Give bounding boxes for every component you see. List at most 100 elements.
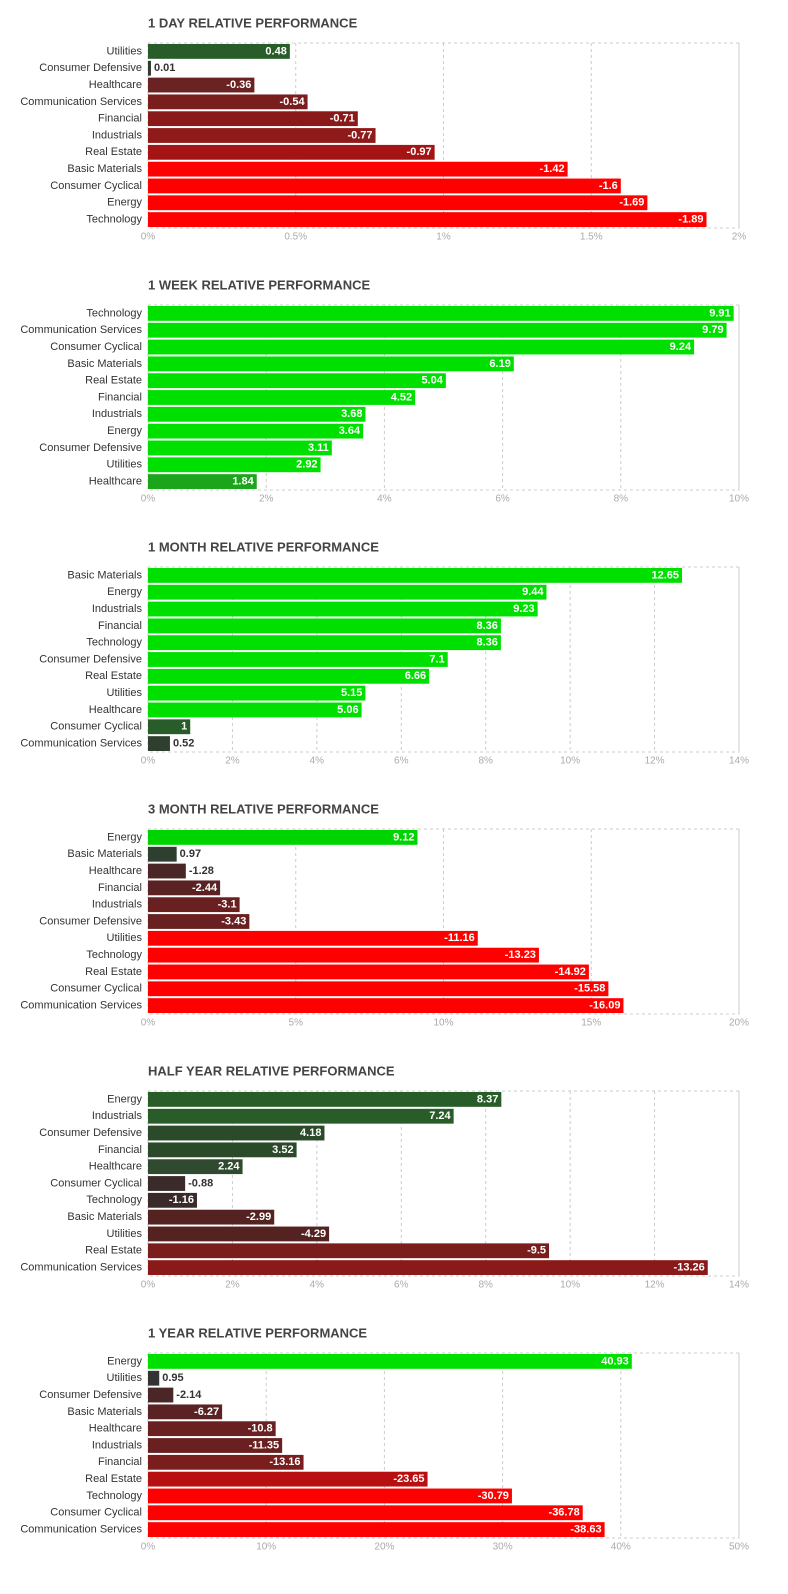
- value-label: -14.92: [555, 966, 586, 978]
- category-label: Basic Materials: [67, 1406, 142, 1418]
- value-label: -30.79: [478, 1490, 509, 1502]
- value-label: -10.8: [248, 1423, 273, 1435]
- x-tick-label: 40%: [611, 1542, 631, 1553]
- bar: [148, 964, 589, 980]
- value-label: 6.19: [489, 358, 510, 370]
- x-tick-label: 0.5%: [284, 232, 307, 243]
- x-tick-label: 0%: [141, 1542, 156, 1553]
- chart-title: 3 MONTH RELATIVE PERFORMANCE: [148, 801, 379, 816]
- value-label: -1.69: [619, 197, 644, 209]
- category-label: Technology: [86, 307, 142, 319]
- value-label: 0.01: [154, 62, 175, 74]
- bar: [148, 1243, 550, 1259]
- bar: [148, 474, 257, 489]
- bar: [148, 846, 177, 862]
- value-label: -36.78: [549, 1507, 580, 1519]
- x-tick-label: 1.5%: [580, 232, 603, 243]
- category-label: Energy: [107, 1355, 142, 1367]
- bar: [148, 1108, 454, 1124]
- category-label: Communication Services: [20, 96, 142, 108]
- value-label: -1.6: [599, 180, 618, 192]
- x-tick-label: 0%: [141, 232, 156, 243]
- category-label: Basic Materials: [67, 1211, 142, 1223]
- bar: [148, 373, 446, 389]
- category-label: Technology: [86, 1194, 142, 1206]
- x-tick-label: 10%: [256, 1542, 276, 1553]
- bar: [148, 930, 478, 946]
- value-label: 3.68: [341, 408, 362, 420]
- bar: [148, 406, 366, 422]
- bar: [148, 1159, 243, 1175]
- x-tick-label: 4%: [310, 1280, 325, 1291]
- category-label: Consumer Defensive: [39, 1389, 142, 1401]
- bar: [148, 702, 362, 718]
- value-label: -6.27: [194, 1406, 219, 1418]
- value-label: -1.89: [678, 213, 703, 225]
- category-label: Basic Materials: [67, 163, 142, 175]
- category-label: Technology: [86, 949, 142, 961]
- bar: [148, 356, 514, 372]
- x-tick-label: 2%: [225, 756, 240, 767]
- category-label: Energy: [107, 586, 142, 598]
- category-label: Consumer Cyclical: [50, 983, 142, 995]
- chart-title: 1 YEAR RELATIVE PERFORMANCE: [148, 1325, 367, 1340]
- category-label: Consumer Cyclical: [50, 721, 142, 733]
- bar: [148, 736, 170, 751]
- category-label: Financial: [98, 620, 142, 632]
- value-label: -38.63: [570, 1523, 601, 1535]
- x-tick-label: 14%: [729, 1280, 749, 1291]
- value-label: -0.36: [226, 79, 251, 91]
- bar: [148, 94, 308, 110]
- x-tick-label: 4%: [377, 494, 392, 505]
- category-label: Utilities: [107, 459, 143, 471]
- bar: [148, 1192, 197, 1208]
- value-label: 3.52: [272, 1144, 293, 1156]
- value-label: 8.37: [477, 1093, 498, 1105]
- value-label: -2.44: [192, 882, 218, 894]
- bar: [148, 1454, 304, 1470]
- bar: [148, 914, 250, 929]
- category-label: Basic Materials: [67, 569, 142, 581]
- bar: [148, 1522, 605, 1537]
- x-tick-label: 5%: [289, 1018, 304, 1029]
- value-label: 40.93: [601, 1355, 629, 1367]
- category-label: Industrials: [92, 899, 143, 911]
- x-tick-label: 0%: [141, 756, 156, 767]
- value-label: 9.12: [393, 831, 414, 843]
- category-label: Technology: [86, 637, 142, 649]
- category-label: Industrials: [92, 1110, 143, 1122]
- category-label: Real Estate: [85, 1245, 142, 1257]
- category-label: Utilities: [107, 45, 143, 57]
- bar: [148, 1260, 708, 1275]
- category-label: Energy: [107, 425, 142, 437]
- x-tick-label: 30%: [493, 1542, 513, 1553]
- value-label: 5.04: [421, 375, 443, 387]
- category-label: Financial: [98, 1456, 142, 1468]
- value-label: -3.1: [218, 899, 237, 911]
- chart-title: HALF YEAR RELATIVE PERFORMANCE: [148, 1063, 395, 1078]
- x-tick-label: 12%: [645, 1280, 665, 1291]
- bar: [148, 1125, 325, 1141]
- bar: [148, 322, 727, 338]
- bar: [148, 998, 624, 1013]
- category-label: Communication Services: [20, 737, 142, 749]
- value-label: -0.88: [188, 1177, 213, 1189]
- value-label: -1.42: [540, 163, 565, 175]
- x-tick-label: 2%: [732, 232, 747, 243]
- category-label: Technology: [86, 1490, 142, 1502]
- chart-title: 1 WEEK RELATIVE PERFORMANCE: [148, 277, 371, 292]
- bar: [148, 195, 648, 211]
- bar: [148, 1505, 583, 1521]
- bar: [148, 1092, 502, 1107]
- x-tick-label: 6%: [495, 494, 510, 505]
- bar: [148, 128, 376, 143]
- value-label: 1: [181, 721, 187, 733]
- x-tick-label: 10%: [560, 756, 580, 767]
- bar: [148, 685, 366, 701]
- category-label: Consumer Cyclical: [50, 341, 142, 353]
- value-label: -23.65: [393, 1473, 424, 1485]
- category-label: Financial: [98, 113, 142, 125]
- bar: [148, 668, 430, 684]
- value-label: 9.24: [670, 341, 692, 353]
- bar: [148, 161, 568, 177]
